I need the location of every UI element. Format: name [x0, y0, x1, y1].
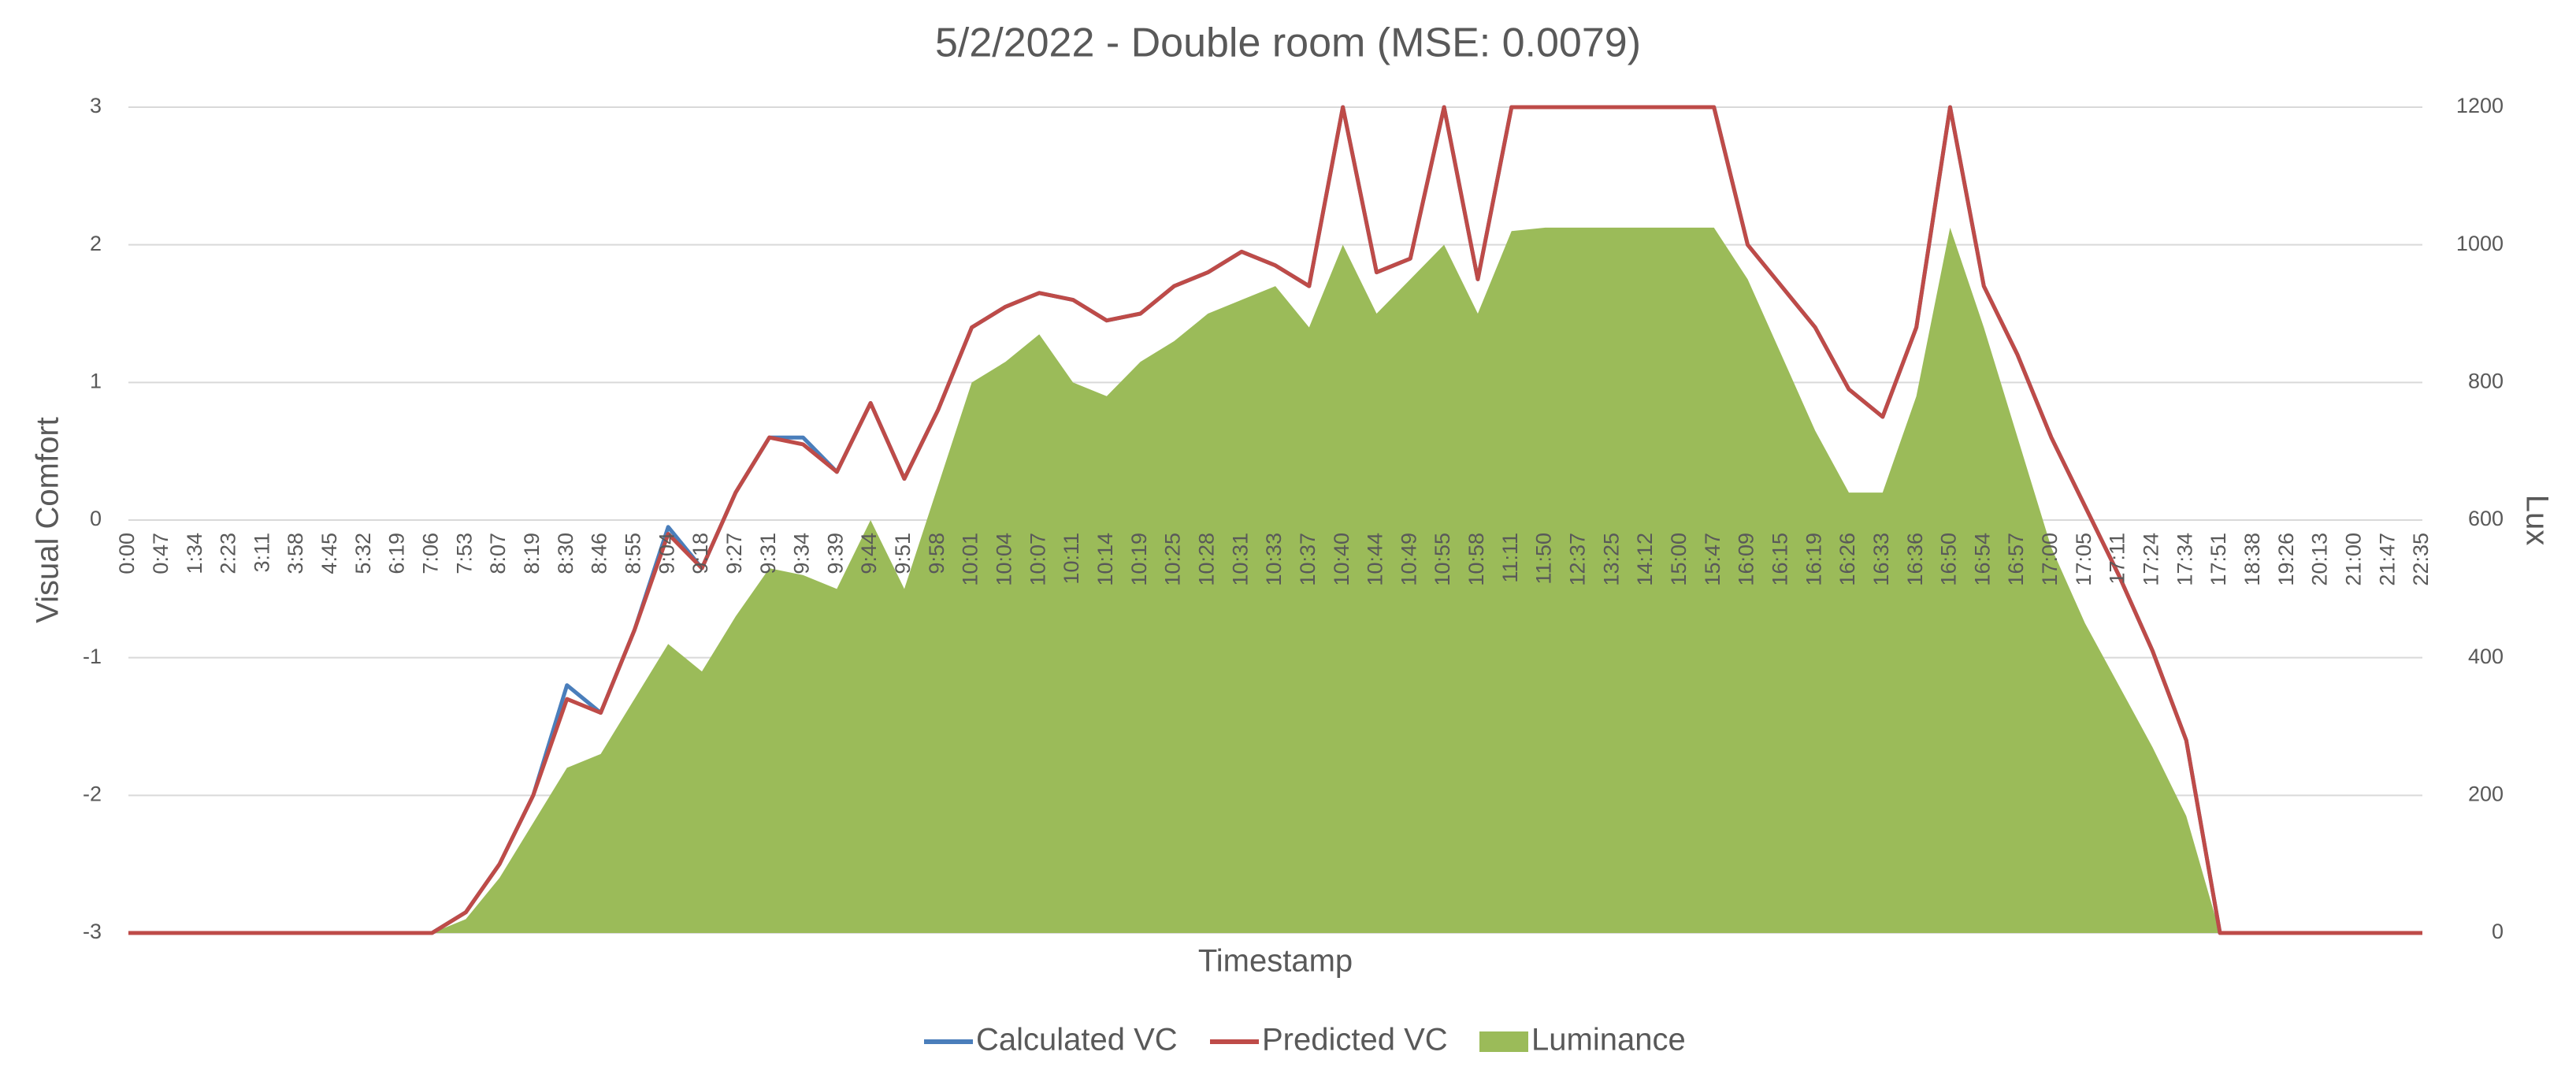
x-tick-label: 6:19	[385, 533, 409, 574]
x-tick-label: 9:39	[823, 533, 847, 574]
x-tick-label: 9:34	[790, 533, 814, 574]
x-tick-label: 8:30	[554, 533, 577, 574]
y-tick-label: 1	[90, 369, 102, 392]
y2-axis-title: Lux	[2519, 495, 2554, 546]
x-tick-label: 10:07	[1026, 533, 1049, 586]
x-tick-label: 9:27	[722, 533, 746, 574]
area	[128, 227, 2422, 933]
x-tick-label: 11:11	[1498, 533, 1522, 583]
x-tick-label: 3:11	[250, 533, 273, 573]
y-tick-label: 0	[90, 507, 102, 530]
x-tick-label: 1:34	[183, 533, 206, 574]
legend-label: Luminance	[1531, 1023, 1686, 1057]
x-tick-label: 16:36	[1903, 533, 1927, 586]
x-tick-label: 10:04	[993, 533, 1016, 586]
x-tick-label: 13:25	[1599, 533, 1623, 586]
x-tick-label: 16:54	[1970, 533, 1994, 586]
x-tick-label: 10:40	[1330, 533, 1353, 586]
x-tick-label: 17:11	[2106, 533, 2129, 585]
x-tick-label: 7:53	[452, 533, 476, 574]
x-tick-label: 10:14	[1093, 533, 1117, 586]
x-tick-label: 9:44	[857, 533, 881, 574]
x-tick-label: 17:24	[2140, 533, 2163, 586]
x-tick-label: 8:07	[486, 533, 510, 574]
x-tick-label: 0:47	[149, 533, 173, 574]
y-tick-label: -1	[83, 645, 102, 668]
plot-area	[128, 105, 2422, 935]
x-tick-label: 5:32	[351, 533, 375, 574]
y-tick-label: 2	[90, 232, 102, 255]
x-tick-label: 18:38	[2240, 533, 2264, 586]
x-tick-label: 12:37	[1566, 533, 1590, 586]
x-tick-label: 10:31	[1228, 533, 1252, 586]
x-tick-label: 2:23	[217, 533, 240, 574]
x-tick-label: 21:47	[2375, 533, 2399, 586]
x-tick-label: 17:51	[2207, 533, 2230, 586]
x-tick-label: 9:51	[891, 533, 915, 574]
x-tick-label: 9:04	[655, 533, 678, 574]
x-tick-label: 15:47	[1701, 533, 1724, 586]
x-tick-label: 17:34	[2173, 533, 2196, 586]
chart-title: 5/2/2022 - Double room (MSE: 0.0079)	[935, 20, 1641, 66]
x-tick-label: 16:26	[1835, 533, 1859, 586]
legend: Calculated VC Predicted VC Luminance	[924, 1023, 1686, 1057]
x-tick-label: 14:12	[1633, 533, 1657, 586]
x-tick-label: 9:58	[925, 533, 948, 574]
x-tick-label: 7:06	[419, 533, 443, 574]
x-tick-label: 22:35	[2409, 533, 2433, 586]
x-tick-label: 21:00	[2341, 533, 2365, 586]
x-tick-label: 17:05	[2072, 533, 2095, 586]
y-tick-label: -2	[83, 782, 102, 805]
x-tick-label: 10:28	[1194, 533, 1218, 586]
y2-tick-label: 800	[2468, 369, 2504, 392]
x-tick-label: 4:45	[317, 533, 341, 574]
x-tick-label: 0:00	[115, 533, 139, 574]
x-tick-label: 16:15	[1768, 533, 1791, 586]
y-axis-title: Visual Comfort	[31, 417, 65, 623]
y-tick-label: 3	[90, 94, 102, 117]
tick-labels: -3 -2 -1 0 1 2 3 0 200 400 600 800 1000 1200 0:00 0:47 1…	[83, 94, 2504, 943]
x-tick-label: 16:09	[1735, 533, 1758, 586]
x-tick-label: 10:49	[1397, 533, 1420, 586]
y2-tick-label: 0	[2492, 920, 2504, 943]
x-tick-label: 10:37	[1296, 533, 1320, 586]
x-tick-label: 16:33	[1869, 533, 1893, 586]
x-tick-label: 10:58	[1464, 533, 1488, 586]
x-tick-label: 8:55	[621, 533, 644, 574]
x-tick-label: 10:11	[1060, 533, 1083, 585]
x-tick-label: 8:46	[588, 533, 611, 574]
legend-label: Calculated VC	[976, 1023, 1178, 1057]
x-tick-label: 17:00	[2038, 533, 2062, 586]
x-tick-label: 16:57	[2004, 533, 2028, 586]
x-tick-label: 11:50	[1532, 533, 1556, 585]
x-tick-label: 20:13	[2308, 533, 2332, 586]
x-axis-title: Timestamp	[1198, 944, 1353, 979]
y2-tick-label: 1000	[2456, 232, 2504, 255]
y2-tick-label: 200	[2468, 782, 2504, 805]
y2-tick-label: 400	[2468, 645, 2504, 668]
legend-label: Predicted VC	[1262, 1023, 1448, 1057]
x-tick-label: 9:18	[689, 533, 712, 574]
y2-tick-label: 600	[2468, 507, 2504, 530]
x-tick-label: 10:55	[1431, 533, 1454, 586]
x-tick-label: 3:58	[284, 533, 307, 574]
x-tick-label: 10:25	[1161, 533, 1185, 586]
legend-swatch	[1479, 1031, 1528, 1052]
x-tick-label: 9:31	[756, 533, 780, 574]
x-tick-label: 10:33	[1262, 533, 1286, 586]
x-tick-label: 16:50	[1937, 533, 1961, 586]
x-tick-label: 16:19	[1802, 533, 1825, 586]
line	[128, 105, 2422, 935]
x-tick-label: 8:19	[520, 533, 544, 574]
y2-tick-label: 1200	[2456, 94, 2504, 117]
x-tick-label: 10:19	[1127, 533, 1151, 586]
x-tick-label: 10:44	[1364, 533, 1387, 586]
x-tick-label: 15:00	[1667, 533, 1691, 586]
x-tick-label: 10:01	[959, 533, 982, 586]
y-tick-label: -3	[83, 920, 102, 943]
x-tick-label: 19:26	[2274, 533, 2298, 586]
